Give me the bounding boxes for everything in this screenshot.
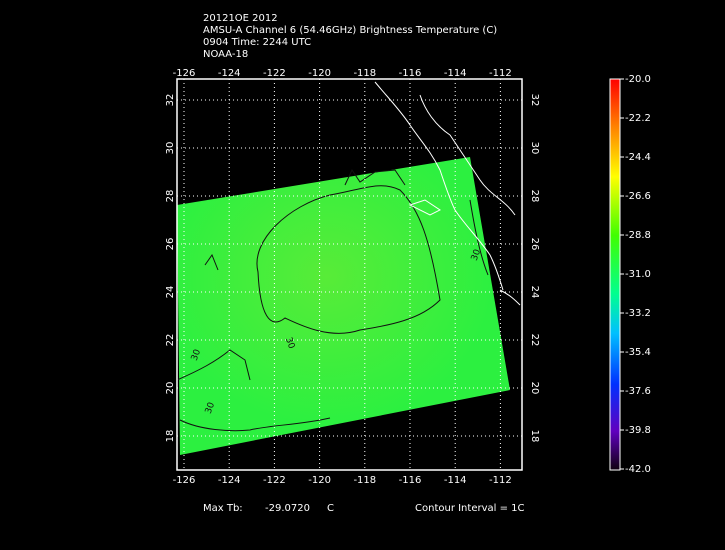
lat-label-left: 24 bbox=[165, 286, 176, 299]
lon-label-bottom: -118 bbox=[353, 475, 376, 486]
colorbar-labels: -20.0 -22.2 -24.4 -26.6 -28.8 -31.0 -33.2 -35.4… bbox=[620, 74, 651, 475]
colorbar-label: -28.8 bbox=[625, 230, 651, 241]
max-value: -29.0720 bbox=[265, 503, 310, 514]
lat-label-right: 32 bbox=[529, 94, 540, 107]
colorbar-label: -39.8 bbox=[625, 425, 651, 436]
lat-label-right: 26 bbox=[529, 238, 540, 251]
lon-label-top: -114 bbox=[444, 68, 467, 79]
coastline bbox=[374, 81, 521, 306]
lat-label-left: 18 bbox=[165, 430, 176, 443]
lon-label-bottom: -112 bbox=[489, 475, 512, 486]
contour-interval: Contour Interval = 1C bbox=[415, 503, 525, 514]
lon-label-top: -120 bbox=[308, 68, 331, 79]
lon-label-top: -126 bbox=[173, 68, 196, 79]
lon-label-top: -112 bbox=[489, 68, 512, 79]
colorbar-label: -24.4 bbox=[625, 152, 651, 163]
swath bbox=[177, 157, 510, 455]
contour-label: 30 bbox=[470, 248, 483, 262]
lat-label-right: 22 bbox=[529, 334, 540, 347]
header-line: 20121OE 2012 bbox=[203, 13, 278, 24]
colorbar bbox=[609, 78, 621, 471]
lon-label-bottom: -124 bbox=[218, 475, 241, 486]
lon-label-bottom: -126 bbox=[173, 475, 196, 486]
colorbar-label: -37.6 bbox=[625, 386, 651, 397]
colorbar-label: -31.0 bbox=[625, 269, 651, 280]
colorbar-label: -20.0 bbox=[625, 74, 651, 85]
lat-label-left: 26 bbox=[165, 238, 176, 251]
contour-label: 30 bbox=[190, 348, 203, 362]
lat-label-left: 28 bbox=[165, 190, 176, 203]
lat-label-right: 20 bbox=[529, 382, 540, 395]
lat-label-left: 32 bbox=[165, 94, 176, 107]
header-line: NOAA-18 bbox=[203, 49, 248, 60]
lat-label-right: 28 bbox=[529, 190, 540, 203]
colorbar-label: -42.0 bbox=[625, 464, 651, 475]
lon-label-bottom: -116 bbox=[399, 475, 422, 486]
lat-label-right: 30 bbox=[529, 142, 540, 155]
lon-label-top: -116 bbox=[399, 68, 422, 79]
lon-label-bottom: -120 bbox=[308, 475, 331, 486]
colorbar-label: -22.2 bbox=[625, 113, 651, 124]
lon-label-top: -118 bbox=[353, 68, 376, 79]
contours bbox=[177, 168, 489, 432]
lat-label-left: 20 bbox=[165, 382, 176, 395]
lon-label-bottom: -122 bbox=[263, 475, 286, 486]
map-labels: -126 -126 -124 -124 -122 -122 -120 -120 -118 -118… bbox=[165, 68, 540, 486]
colorbar-label: -33.2 bbox=[625, 308, 651, 319]
lon-label-top: -122 bbox=[263, 68, 286, 79]
lat-label-left: 22 bbox=[165, 334, 176, 347]
max-label: Max Tb: bbox=[203, 503, 243, 514]
colorbar-label: -26.6 bbox=[625, 191, 651, 202]
grid bbox=[177, 79, 522, 470]
lat-label-right: 18 bbox=[529, 430, 540, 443]
header-line: 0904 Time: 2244 UTC bbox=[203, 37, 311, 48]
map-frame bbox=[176, 78, 523, 471]
lon-label-top: -124 bbox=[218, 68, 241, 79]
lat-label-left: 30 bbox=[165, 142, 176, 155]
max-unit: C bbox=[327, 503, 334, 514]
map-area bbox=[177, 79, 522, 470]
lat-label-right: 24 bbox=[529, 286, 540, 299]
colorbar-label: -35.4 bbox=[625, 347, 651, 358]
header-line: AMSU-A Channel 6 (54.46GHz) Brightness T… bbox=[203, 25, 497, 36]
lon-label-bottom: -114 bbox=[444, 475, 467, 486]
contour-label: 30 bbox=[283, 336, 296, 350]
contour-label: 30 bbox=[204, 401, 217, 415]
